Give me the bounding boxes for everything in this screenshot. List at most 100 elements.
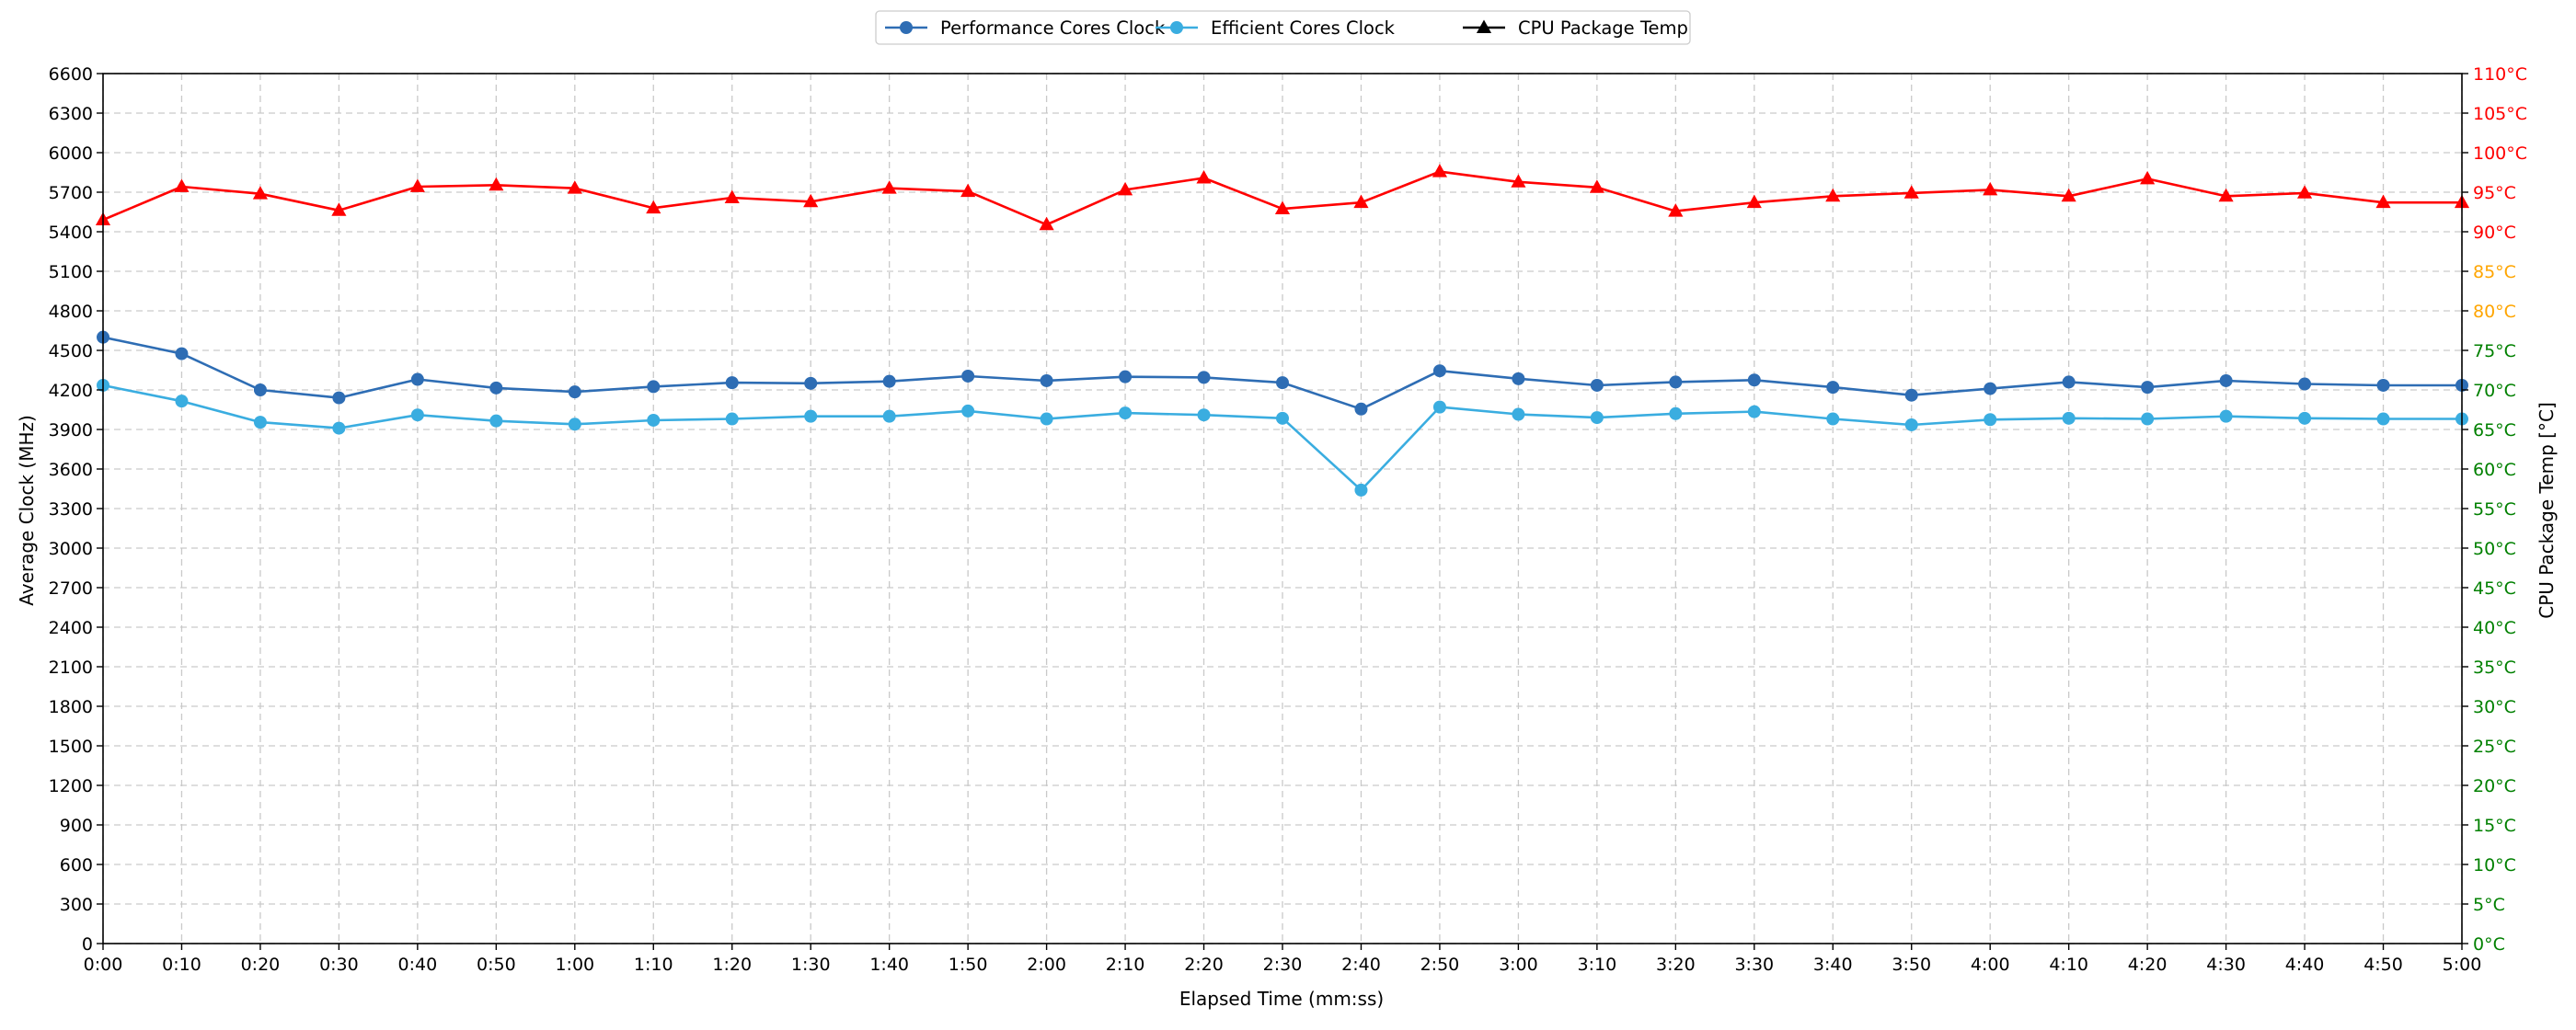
- temp-point: [646, 200, 661, 214]
- y-tick-label: 4500: [49, 341, 93, 361]
- data-point: [1826, 381, 1840, 395]
- legend-marker-0: [900, 21, 913, 34]
- x-tick-label: 1:10: [634, 955, 673, 975]
- y-tick-label: 900: [60, 816, 93, 836]
- x-tick-label: 0:30: [319, 955, 359, 975]
- y-tick-label: 6600: [49, 64, 93, 85]
- x-tick-label: 2:00: [1027, 955, 1066, 975]
- x-tick-label: 2:20: [1184, 955, 1224, 975]
- data-point: [1590, 378, 1604, 392]
- data-point: [1040, 412, 1053, 426]
- y-tick-label: 4800: [49, 302, 93, 322]
- data-point: [2219, 409, 2233, 423]
- data-point: [1669, 375, 1683, 389]
- x-tick-label: 2:50: [1420, 955, 1460, 975]
- y2-tick-label: 10°C: [2473, 855, 2516, 876]
- data-point: [1512, 372, 1525, 385]
- data-point: [647, 380, 661, 394]
- y-tick-label: 600: [60, 855, 93, 876]
- temp-point: [1196, 170, 1212, 184]
- data-point: [1984, 382, 1997, 395]
- data-point: [1904, 388, 1918, 402]
- temp-point: [1432, 164, 1448, 177]
- x-tick-label: 0:20: [241, 955, 281, 975]
- y2-tick-label: 0°C: [2473, 934, 2505, 955]
- temp-point: [252, 186, 269, 200]
- y-tick-label: 5700: [49, 183, 93, 203]
- data-point: [2298, 411, 2312, 425]
- data-point: [253, 383, 267, 396]
- legend-marker-1: [1170, 21, 1183, 34]
- temp-point: [2140, 170, 2156, 185]
- data-point: [2141, 381, 2155, 395]
- x-tick-label: 1:50: [949, 955, 988, 975]
- temp-point: [174, 178, 190, 192]
- y2-tick-label: 30°C: [2473, 697, 2516, 717]
- y2-tick-label: 60°C: [2473, 460, 2516, 480]
- data-point: [2376, 412, 2390, 426]
- y-tick-label: 3900: [49, 420, 93, 441]
- y-tick-label: 4200: [49, 381, 93, 401]
- x-tick-label: 4:20: [2128, 955, 2168, 975]
- legend-label-0: Performance Cores Clock: [940, 17, 1166, 39]
- data-point: [332, 391, 346, 405]
- x-tick-label: 3:00: [1499, 955, 1538, 975]
- temp-point: [2296, 185, 2313, 199]
- legend-label-1: Efficient Cores Clock: [1211, 17, 1396, 39]
- data-point: [253, 416, 267, 429]
- data-point: [725, 376, 739, 390]
- data-point: [1354, 402, 1368, 416]
- x-tick-label: 3:40: [1813, 955, 1853, 975]
- y-tick-label: 3600: [49, 460, 93, 480]
- y-tick-label: 5400: [49, 223, 93, 243]
- x-tick-label: 2:40: [1341, 955, 1381, 975]
- data-point: [1669, 406, 1683, 420]
- y2-tick-label: 105°C: [2473, 104, 2527, 124]
- series-layer: [95, 164, 2470, 497]
- data-point: [647, 413, 661, 427]
- data-point: [410, 408, 424, 422]
- data-point: [1747, 373, 1761, 387]
- data-point: [175, 395, 189, 408]
- y-tick-label: 3300: [49, 499, 93, 520]
- x-tick-label: 0:40: [398, 955, 438, 975]
- x-tick-label: 2:10: [1106, 955, 1145, 975]
- x-tick-label: 1:30: [791, 955, 831, 975]
- y-tick-label: 300: [60, 895, 93, 915]
- data-point: [804, 409, 818, 423]
- data-point: [1276, 376, 1289, 390]
- legend-marker-2: [1476, 19, 1492, 33]
- x-tick-label: 1:40: [869, 955, 909, 975]
- x-tick-label: 4:40: [2285, 955, 2325, 975]
- y-tick-label: 1200: [49, 776, 93, 796]
- grid: [102, 73, 2463, 944]
- data-point: [882, 409, 896, 423]
- data-point: [2219, 373, 2233, 387]
- x-tick-label: 0:50: [477, 955, 516, 975]
- y-tick-label: 2700: [49, 578, 93, 599]
- data-point: [1904, 418, 1918, 431]
- temp-point: [1746, 194, 1762, 209]
- data-point: [2141, 412, 2155, 426]
- data-point: [489, 414, 503, 428]
- temp-point: [1039, 216, 1054, 231]
- x-tick-label: 3:50: [1892, 955, 1931, 975]
- data-point: [1747, 405, 1761, 418]
- data-point: [1276, 411, 1289, 425]
- temp-point: [803, 193, 819, 208]
- legend-label-2: CPU Package Temp: [1518, 17, 1688, 39]
- axis-ticks: 0:00 0:10 0:20 0:30 0:40 0:50 1:00 1:10 1:20 1:30…: [49, 64, 2527, 975]
- temp-point: [724, 189, 740, 203]
- temp-point: [409, 178, 425, 192]
- data-point: [410, 372, 424, 386]
- data-point: [1512, 407, 1525, 421]
- y-tick-label: 5100: [49, 262, 93, 282]
- temp-point: [1589, 179, 1604, 193]
- y2-tick-label: 65°C: [2473, 420, 2516, 441]
- temp-point: [1353, 194, 1369, 209]
- data-point: [175, 347, 189, 360]
- temp-point: [2218, 188, 2234, 202]
- temp-point: [1511, 174, 1526, 188]
- data-point: [568, 418, 581, 431]
- y2-tick-label: 70°C: [2473, 381, 2516, 401]
